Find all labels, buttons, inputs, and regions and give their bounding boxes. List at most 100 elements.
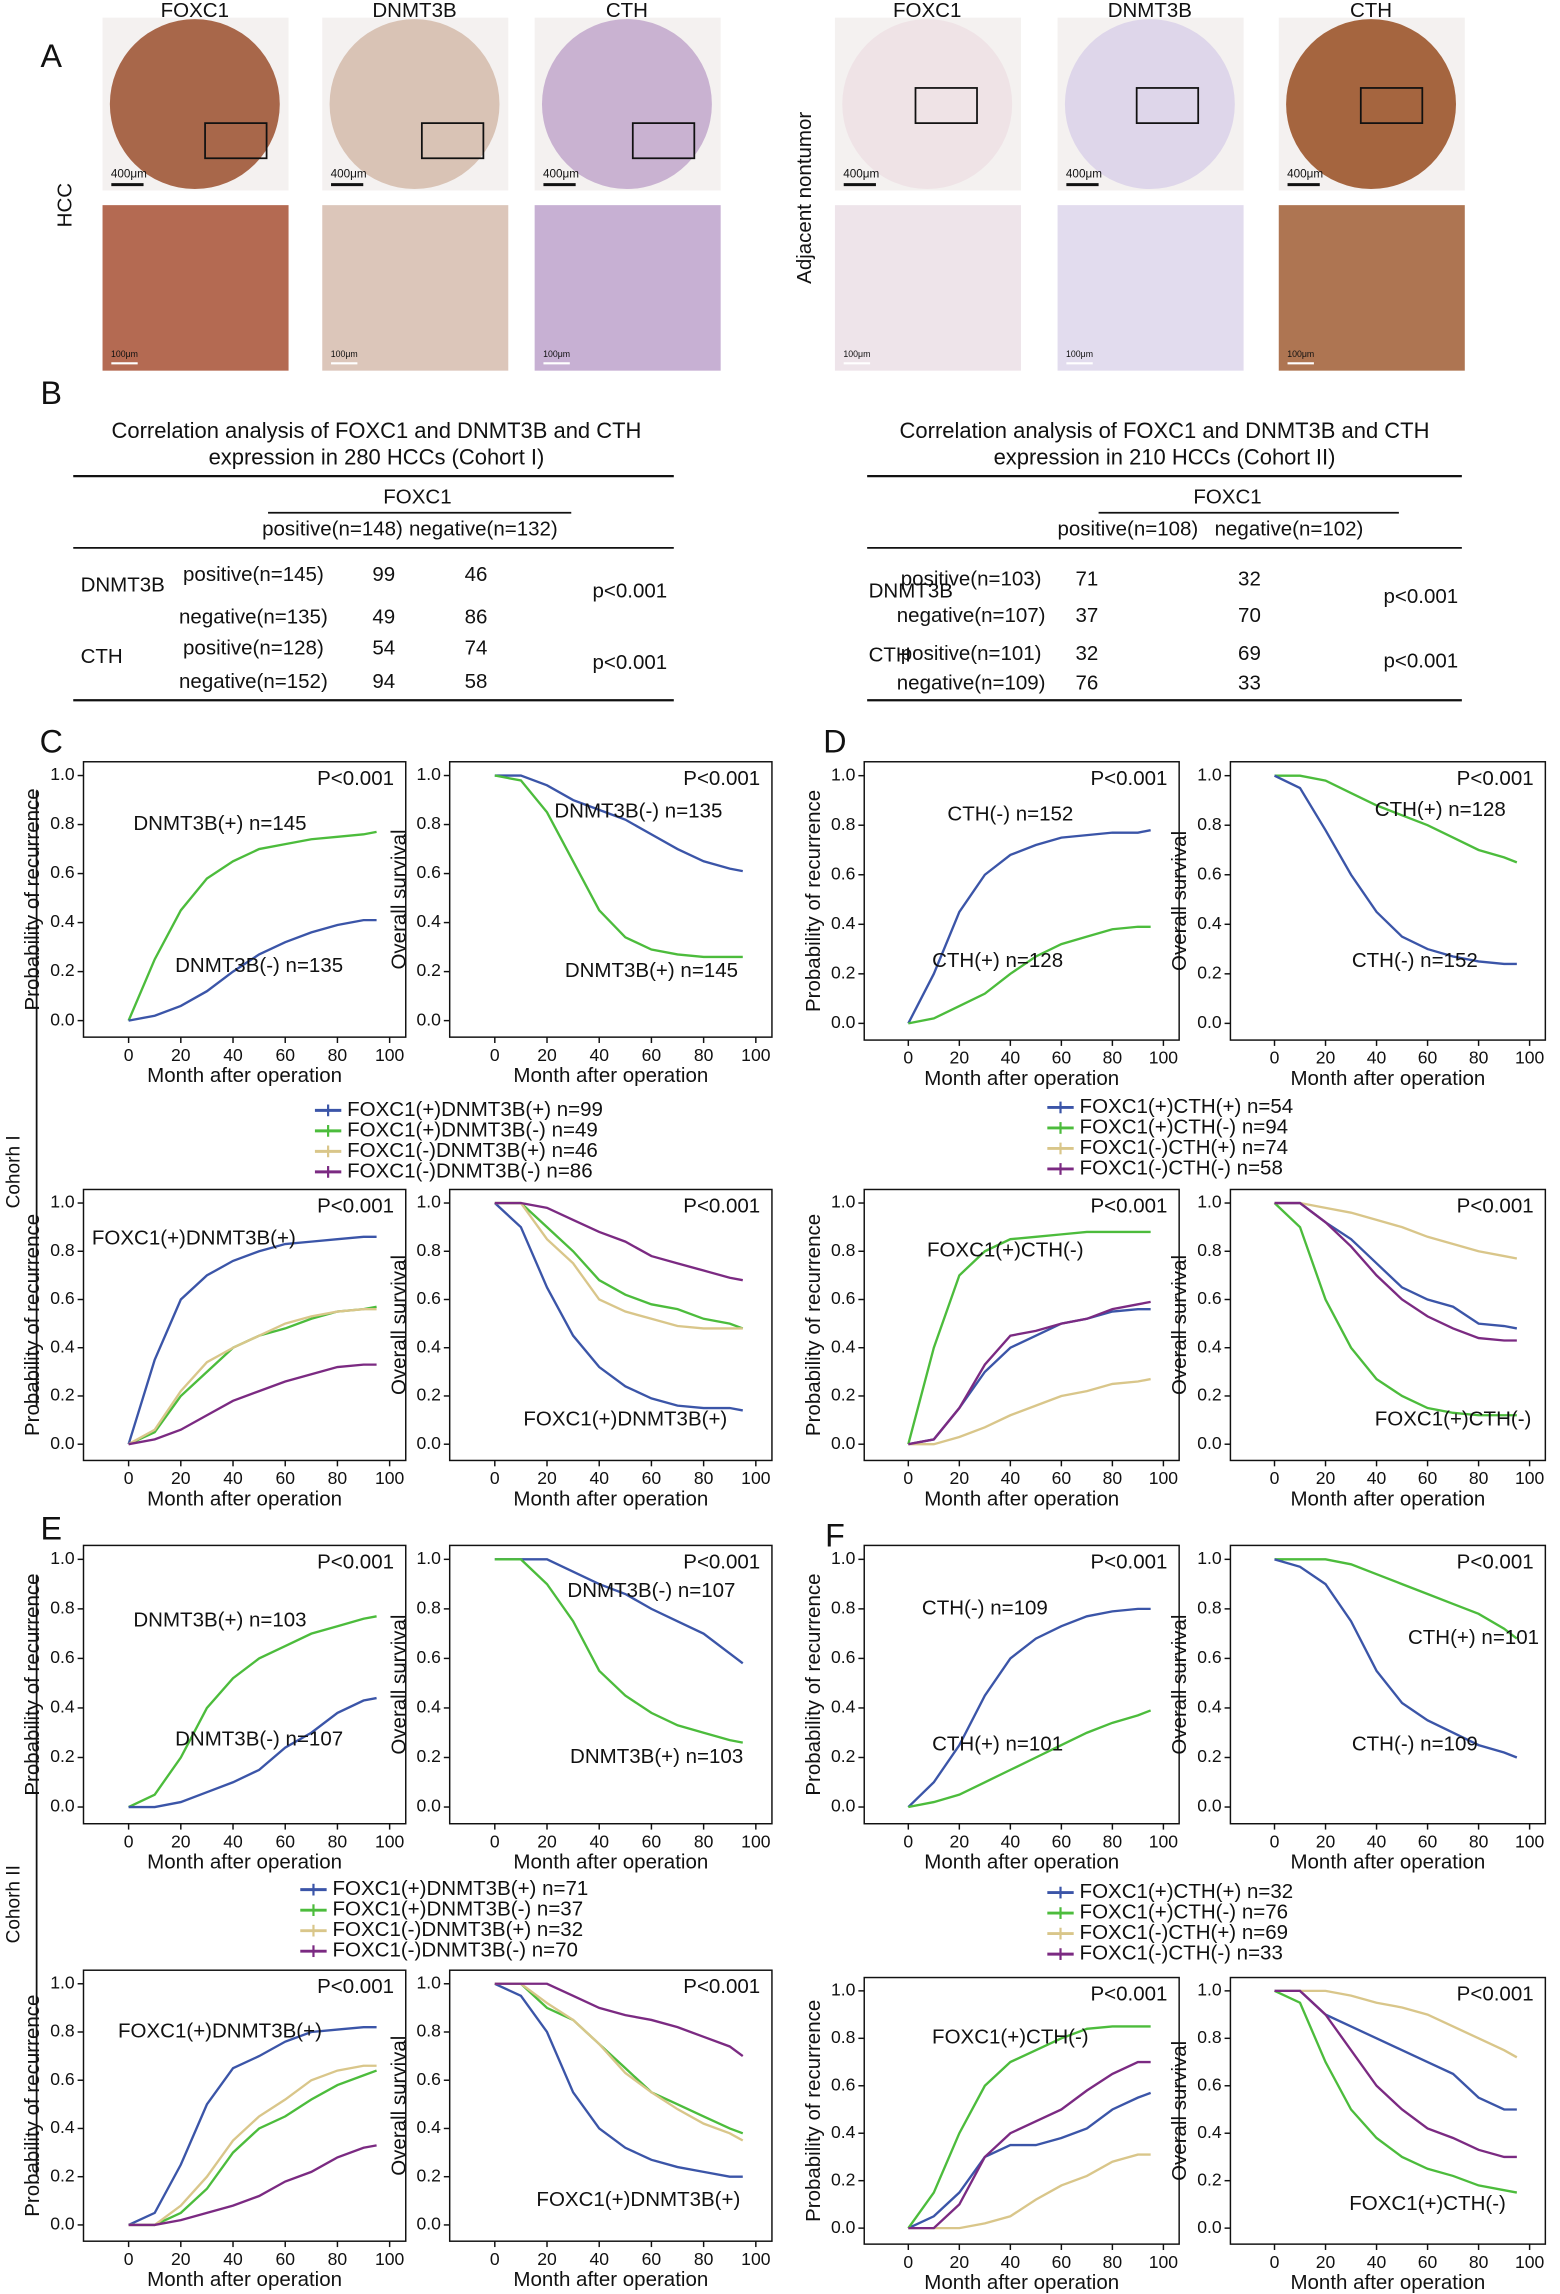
plot-frame	[448, 1969, 773, 2242]
zoom-box	[204, 122, 268, 160]
y-tick-label: 0.0	[416, 2214, 441, 2234]
x-tick-label: 0	[124, 1831, 134, 1851]
x-tick-label: 20	[171, 1468, 191, 1488]
x-tick-label: 60	[642, 1045, 662, 1065]
panel-label: B	[41, 375, 63, 411]
survival-curve	[494, 774, 743, 873]
table-cell: 46	[465, 563, 488, 586]
x-tick-label: 40	[1367, 1048, 1387, 1068]
x-tick-label: 80	[328, 1045, 348, 1065]
column-header: negative(n=132)	[409, 518, 558, 541]
y-tick-label: 0.0	[1197, 1012, 1222, 1032]
survival-curve	[128, 2064, 377, 2227]
y-tick-label: 0.6	[50, 862, 74, 882]
p-value: P<0.001	[1090, 1983, 1167, 2006]
curve-label: CTH(+) n=128	[1375, 798, 1506, 821]
p-value: P<0.001	[683, 767, 760, 790]
x-tick-label: 40	[223, 1045, 243, 1065]
column-header: FOXC1	[893, 0, 961, 22]
table-cell: 71	[1075, 568, 1098, 591]
x-tick-label: 0	[124, 2249, 134, 2269]
legend-label: FOXC1(-)CTH(+) n=69	[1080, 1921, 1288, 1944]
y-tick-label: 1.0	[831, 764, 856, 784]
p-value: P<0.001	[317, 1550, 394, 1573]
p-value: P<0.001	[1457, 767, 1534, 790]
survival-curve	[1274, 774, 1517, 966]
survival-curve	[494, 1982, 744, 2135]
x-tick-label: 40	[1001, 1831, 1021, 1851]
y-tick-label: 0.0	[1197, 1796, 1222, 1816]
x-tick-label: 0	[903, 2252, 913, 2272]
tissue-core	[109, 19, 280, 190]
p-value: P<0.001	[1457, 1550, 1534, 1573]
y-axis-label: Overall survival	[387, 2036, 410, 2176]
survival-curve	[494, 1201, 743, 1282]
row-marker: CTH	[869, 644, 911, 667]
y-tick-label: 0.0	[831, 1433, 856, 1453]
zoom-image	[102, 205, 289, 371]
plot-frame	[448, 1188, 773, 1462]
row-label: negative(n=109)	[897, 672, 1046, 695]
x-tick-label: 40	[223, 2249, 243, 2269]
survival-curve	[494, 1558, 744, 1665]
p-value: p<0.001	[1384, 585, 1459, 608]
x-tick-label: 100	[1149, 2252, 1179, 2272]
survival-curve	[494, 1982, 744, 2058]
y-tick-label: 0.4	[416, 2117, 441, 2137]
survival-curve	[128, 1363, 377, 1446]
y-axis-label: Overall survival	[1168, 1615, 1191, 1755]
p-value: P<0.001	[317, 1975, 394, 1998]
y-axis-label: Probability of recurrence	[802, 1573, 825, 1795]
x-tick-label: 20	[950, 1048, 970, 1068]
y-tick-label: 0.4	[831, 1697, 856, 1717]
scale-label: 100μm	[1287, 349, 1314, 359]
annotation: FOXC1(+)DNMT3B(+)	[536, 2188, 740, 2211]
x-tick-label: 60	[642, 1468, 662, 1488]
x-tick-label: 100	[375, 2249, 405, 2269]
table-cell: 32	[1075, 642, 1098, 665]
x-tick-label: 80	[328, 1468, 348, 1488]
survival-curve	[1273, 1202, 1517, 1417]
y-tick-label: 0.0	[1197, 2217, 1222, 2237]
row-label: negative(n=135)	[179, 606, 328, 629]
y-axis-label: Probability of recurrence	[802, 2000, 825, 2222]
legend-label: FOXC1(-)DNMT3B(+) n=32	[333, 1918, 584, 1941]
x-tick-label: 20	[537, 1831, 557, 1851]
y-tick-label: 0.6	[831, 1647, 855, 1667]
tissue-core	[1064, 19, 1235, 190]
p-value: P<0.001	[1457, 1983, 1534, 2006]
x-tick-label: 80	[694, 2249, 714, 2269]
plot-frame	[82, 1544, 407, 1825]
p-value: p<0.001	[593, 579, 668, 602]
row-label: Adjacent nontumor	[793, 112, 816, 284]
x-tick-label: 60	[1052, 1048, 1072, 1068]
survival-curve	[128, 1615, 377, 1809]
y-tick-label: 0.8	[831, 814, 855, 834]
table-cell: 37	[1075, 604, 1098, 627]
y-tick-label: 1.0	[50, 1192, 75, 1212]
curve-label: CTH(-) n=152	[947, 803, 1073, 826]
table-cell: 69	[1238, 642, 1261, 665]
y-tick-label: 0.6	[1197, 1288, 1221, 1308]
y-tick-label: 0.2	[831, 1385, 855, 1405]
x-axis-label: Month after operation	[513, 2268, 708, 2291]
legend-label: FOXC1(+)DNMT3B(-) n=49	[347, 1118, 598, 1141]
row-marker: DNMT3B	[869, 579, 953, 602]
x-tick-label: 20	[950, 1468, 970, 1488]
x-tick-label: 100	[1149, 1048, 1179, 1068]
legend-label: FOXC1(+)CTH(-) n=94	[1080, 1115, 1288, 1138]
survival-curve	[908, 1709, 1152, 1809]
zoom-box	[914, 87, 978, 124]
survival-curve	[1274, 1989, 1518, 2059]
table-cell: 70	[1238, 604, 1261, 627]
x-tick-label: 20	[171, 1045, 191, 1065]
x-tick-label: 100	[1515, 1048, 1545, 1068]
p-value: P<0.001	[683, 1975, 760, 1998]
x-tick-label: 40	[589, 1045, 609, 1065]
y-tick-label: 0.2	[50, 1746, 74, 1766]
plot-frame	[1229, 1188, 1547, 1462]
p-value: p<0.001	[593, 651, 668, 674]
legend-label: FOXC1(+)CTH(+) n=32	[1080, 1880, 1294, 1903]
y-tick-label: 0.4	[831, 2122, 856, 2142]
